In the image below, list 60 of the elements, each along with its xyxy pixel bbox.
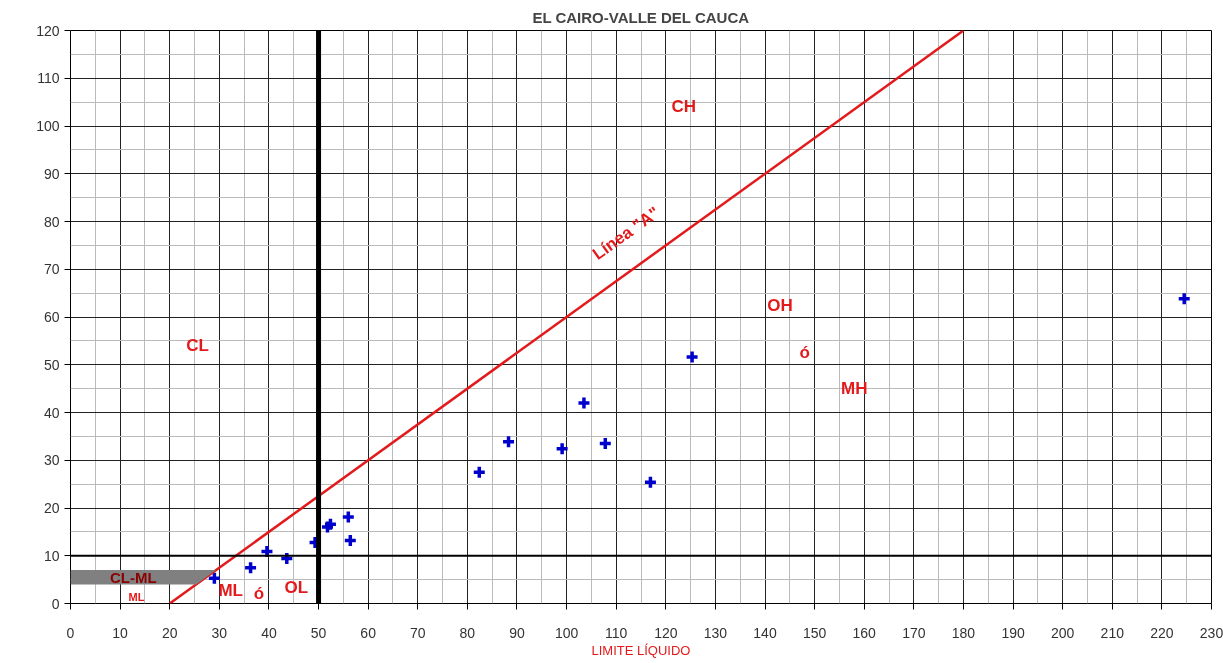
y-tick-label: 20	[43, 500, 60, 516]
point	[343, 533, 358, 548]
y-tick-label: 100	[36, 118, 60, 134]
annotation: CH	[671, 97, 696, 117]
point	[684, 349, 700, 365]
x-tick-label: 190	[1001, 624, 1025, 641]
annotation: OH	[767, 295, 793, 315]
chart-title: EL CAIRO-VALLE DEL CAUCA	[532, 8, 750, 26]
y-tick-label: 80	[43, 213, 60, 230]
x-tick-label: 40	[261, 624, 277, 641]
x-tick-label: 90	[509, 624, 525, 641]
x-tick-label: 20	[161, 624, 178, 641]
x-tick-label: 80	[459, 624, 476, 641]
x-tick-label: 100	[554, 624, 579, 641]
y-tick-label: 70	[43, 261, 60, 278]
y-tick-label: 50	[43, 356, 60, 373]
x-tick-label: 230	[1199, 624, 1223, 641]
x-tick-label: 0	[66, 624, 75, 641]
point	[472, 464, 487, 480]
x-tick-label: 220	[1150, 624, 1174, 641]
point	[554, 441, 570, 457]
x-tick-label: 140	[753, 624, 777, 641]
x-tick-label: 150	[802, 624, 827, 641]
point	[1176, 291, 1192, 307]
y-tick-label: 0	[51, 595, 60, 612]
x-tick-label: 210	[1100, 624, 1125, 641]
x-tick-label: 200	[1050, 624, 1075, 641]
point	[207, 570, 222, 586]
y-tick-label: 90	[43, 165, 60, 182]
annotation: OL	[284, 577, 309, 597]
point	[576, 395, 592, 411]
x-tick-label: 30	[211, 624, 228, 641]
x-tick-label: 60	[360, 624, 377, 641]
annotation: MH	[841, 379, 868, 399]
point	[501, 434, 516, 449]
y-tick-label: 30	[43, 452, 60, 469]
annotation: CL	[186, 336, 209, 356]
annotation: ó	[799, 343, 810, 363]
annotation: ML	[128, 591, 145, 604]
point	[643, 474, 658, 490]
y-tick-label: 110	[37, 70, 60, 87]
x-axis-title: LIMITE LÍQUIDO	[591, 642, 691, 658]
x-tick-label: 160	[852, 624, 877, 641]
x-tick-label: 170	[902, 624, 926, 641]
x-tick-label: 10	[112, 624, 129, 641]
x-tick-label: 180	[951, 624, 976, 641]
x-tick-label: 110	[605, 624, 628, 641]
y-tick-label: 40	[43, 404, 60, 421]
x-tick-label: 50	[310, 624, 327, 641]
annotation: ó	[253, 583, 265, 603]
y-tick-label: 10	[43, 547, 60, 564]
y-tick-label: 60	[43, 309, 60, 325]
x-tick-label: 120	[654, 624, 678, 641]
x-tick-label: 70	[409, 624, 426, 641]
point	[243, 560, 258, 575]
point	[598, 436, 613, 451]
band-label: CL-ML	[110, 568, 157, 586]
point	[341, 509, 356, 525]
x-tick-label: 130	[703, 624, 728, 641]
y-tick-label: 120	[36, 22, 60, 39]
